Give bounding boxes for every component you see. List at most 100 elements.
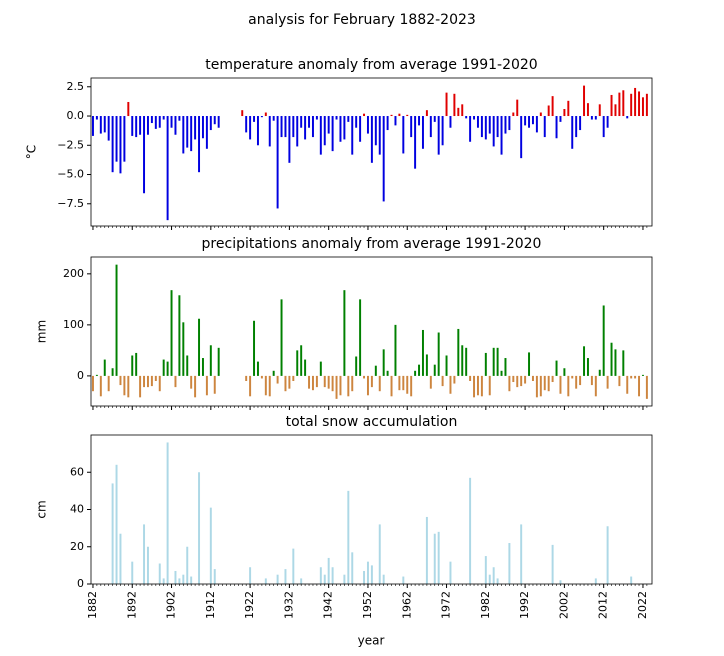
bar: [343, 574, 346, 584]
bar: [504, 116, 507, 134]
bar: [626, 375, 629, 394]
bar: [99, 116, 102, 134]
bar: [182, 116, 185, 154]
bar: [339, 116, 342, 142]
bar: [355, 116, 358, 128]
bar: [249, 567, 252, 584]
x-tick-label: 1892: [125, 591, 138, 619]
bar: [264, 578, 267, 584]
bar: [182, 574, 185, 584]
bar: [390, 114, 393, 117]
bar: [492, 567, 495, 584]
axes-frame: [90, 77, 653, 227]
bar: [300, 578, 303, 584]
x-tick-label: 2022: [636, 591, 649, 619]
bar: [162, 578, 165, 584]
bar: [374, 365, 377, 376]
bar: [473, 375, 476, 398]
bar: [178, 116, 181, 121]
bar: [594, 375, 597, 397]
bar: [319, 116, 322, 155]
bar: [311, 375, 314, 391]
bar: [461, 104, 464, 117]
bar: [559, 580, 562, 584]
bar: [335, 116, 338, 120]
x-tick-label: 1952: [361, 591, 374, 619]
bar: [119, 533, 122, 584]
bar: [378, 375, 381, 392]
bar: [551, 544, 554, 584]
x-tick-label: 1932: [282, 591, 295, 619]
bar: [253, 116, 256, 122]
x-axis-label: year: [358, 634, 385, 648]
bar: [213, 569, 216, 584]
bar: [300, 345, 303, 376]
bar: [602, 116, 605, 138]
bar: [276, 116, 279, 209]
bar: [488, 116, 491, 134]
bar: [528, 352, 531, 376]
bar: [575, 116, 578, 138]
bar: [539, 112, 542, 117]
y-axis-label: °C: [25, 145, 39, 159]
bar: [91, 116, 94, 136]
bar: [473, 116, 476, 120]
bar: [339, 375, 342, 396]
bar: [217, 116, 220, 128]
bar: [378, 524, 381, 584]
bar: [205, 375, 208, 396]
bar: [162, 116, 165, 120]
bar: [166, 116, 169, 221]
bar: [441, 375, 444, 387]
bar: [524, 116, 527, 126]
bar: [146, 375, 149, 388]
bar: [241, 110, 244, 117]
bar: [516, 375, 519, 388]
bar: [91, 375, 94, 392]
bar: [335, 375, 338, 399]
bar: [488, 375, 491, 396]
bar: [520, 524, 523, 584]
bar: [433, 364, 436, 376]
bar: [366, 561, 369, 584]
bar: [284, 116, 287, 138]
bar: [209, 345, 212, 376]
bar: [504, 358, 507, 376]
bar: [194, 116, 197, 140]
bar: [465, 116, 468, 119]
bar: [111, 116, 114, 173]
bar: [143, 116, 146, 194]
axes-frame: [90, 434, 653, 585]
bar: [500, 116, 503, 155]
bar: [480, 116, 483, 138]
bar: [590, 116, 593, 120]
bar: [115, 464, 118, 584]
bar: [319, 567, 322, 584]
bar: [641, 374, 644, 376]
bar: [103, 116, 106, 133]
y-tick-label: 200: [63, 267, 84, 280]
bar: [343, 290, 346, 376]
bar: [127, 101, 130, 117]
bar: [433, 116, 436, 122]
bar: [264, 375, 267, 396]
bar: [535, 116, 538, 133]
x-tick-label: 1992: [518, 591, 531, 619]
bar: [327, 375, 330, 389]
bar: [634, 375, 637, 379]
bar: [154, 375, 157, 381]
bar: [614, 349, 617, 376]
bar: [386, 116, 389, 131]
bar: [249, 116, 252, 140]
bar: [425, 110, 428, 117]
bar: [170, 290, 173, 376]
bar: [272, 116, 275, 121]
bar: [186, 355, 189, 376]
bar: [190, 116, 193, 152]
bar: [370, 565, 373, 584]
bar: [327, 557, 330, 584]
bar: [95, 374, 98, 376]
bar: [622, 350, 625, 376]
bar: [323, 375, 326, 388]
